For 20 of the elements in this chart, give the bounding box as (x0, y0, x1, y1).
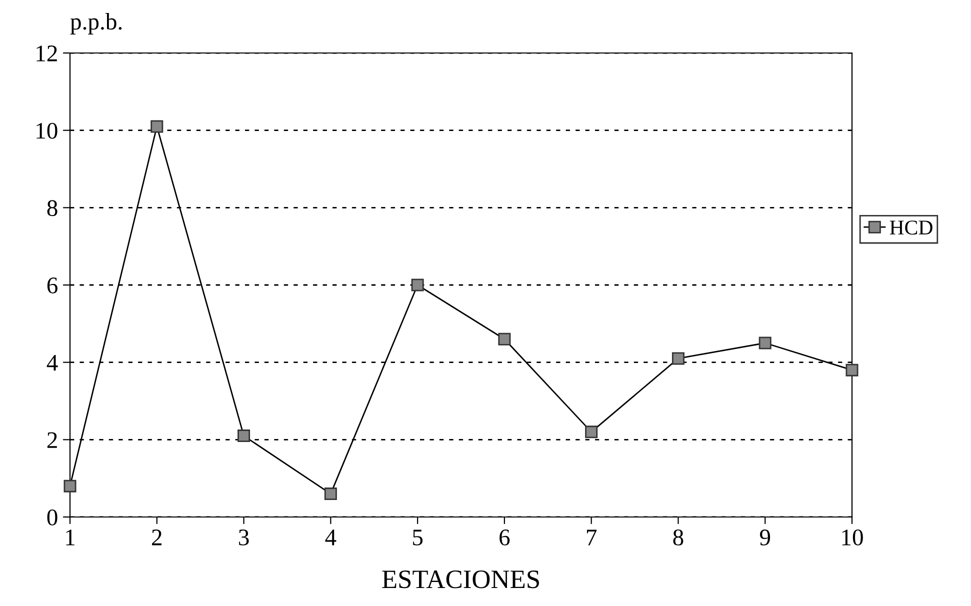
y-tick-label: 8 (47, 200, 58, 216)
y-axis-title: p.p.b. (70, 13, 122, 34)
x-tick-label: 5 (413, 530, 423, 546)
y-tick-label: 6 (47, 278, 58, 294)
x-tick-label: 4 (325, 530, 336, 546)
x-tick-label: 1 (66, 530, 74, 546)
y-tick-label: 10 (36, 122, 58, 139)
x-tick-label: 9 (760, 530, 770, 546)
x-tick-label: 10 (842, 529, 863, 546)
x-axis-title: ESTACIONES (382, 570, 539, 588)
y-tick-label: 12 (36, 46, 57, 62)
x-tick-label: 7 (586, 530, 597, 546)
y-tick-label: 4 (46, 354, 58, 371)
x-tick-label: 3 (239, 530, 249, 546)
x-tick-label: 8 (673, 529, 684, 546)
y-tick-label: 2 (47, 432, 57, 448)
y-tick-label: 0 (47, 509, 58, 526)
legend-label: HCD (890, 220, 932, 235)
x-tick-label: 6 (500, 530, 510, 546)
x-tick-label: 2 (152, 530, 162, 546)
